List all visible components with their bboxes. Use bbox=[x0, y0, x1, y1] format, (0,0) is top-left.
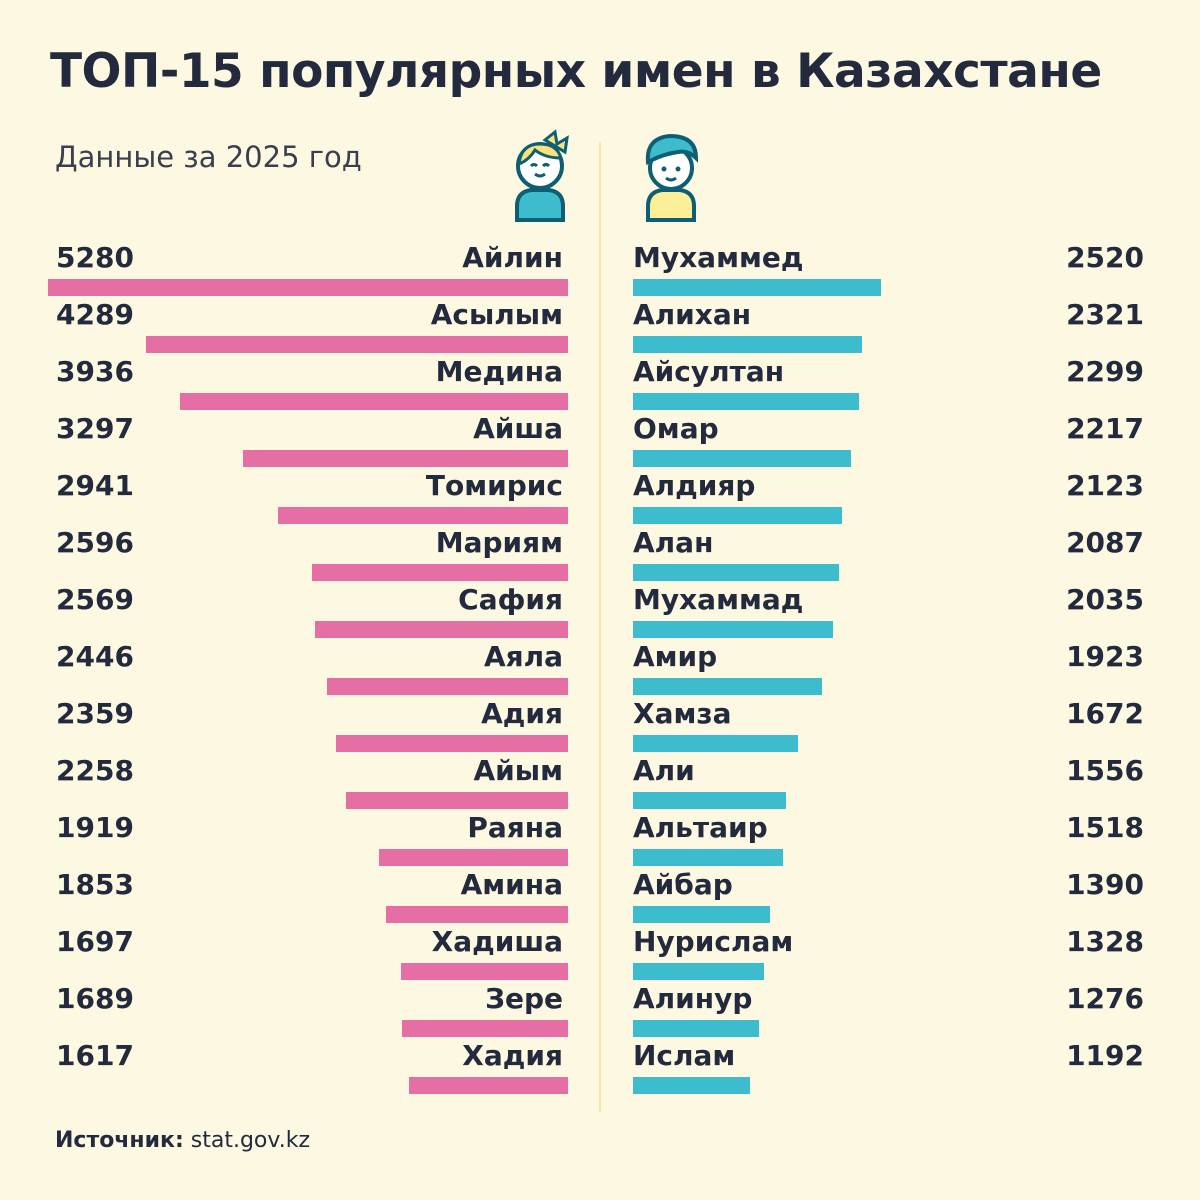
name-label: Ислам bbox=[633, 1039, 736, 1072]
name-label: Томирис bbox=[425, 469, 563, 502]
name-label: Айлин bbox=[462, 241, 563, 274]
boys-bar bbox=[633, 1020, 759, 1037]
girls-bar bbox=[345, 792, 568, 809]
boys-bar bbox=[633, 393, 860, 410]
value-label: 2569 bbox=[56, 583, 134, 616]
value-label: 1192 bbox=[1066, 1039, 1144, 1072]
girls-bar bbox=[145, 336, 568, 353]
value-label: 1617 bbox=[56, 1039, 134, 1072]
value-label: 2258 bbox=[56, 754, 134, 787]
name-label: Алдияр bbox=[633, 469, 756, 502]
value-label: 2321 bbox=[1066, 298, 1144, 331]
name-label: Адия bbox=[481, 697, 563, 730]
name-label: Хадия bbox=[462, 1039, 563, 1072]
value-label: 1923 bbox=[1066, 640, 1144, 673]
value-label: 2035 bbox=[1066, 583, 1144, 616]
source-note: Источник: stat.gov.kz bbox=[55, 1128, 310, 1153]
name-label: Айсултан bbox=[633, 355, 785, 388]
value-label: 1919 bbox=[56, 811, 134, 844]
name-label: Амир bbox=[633, 640, 718, 673]
name-label: Али bbox=[633, 754, 695, 787]
value-label: 1518 bbox=[1066, 811, 1144, 844]
value-label: 2299 bbox=[1066, 355, 1144, 388]
name-label: Айша bbox=[473, 412, 563, 445]
boys-bar bbox=[633, 507, 843, 524]
value-label: 2941 bbox=[56, 469, 134, 502]
boys-bar bbox=[633, 1077, 751, 1094]
name-label: Аяла bbox=[483, 640, 563, 673]
boys-bar bbox=[633, 735, 798, 752]
girls-bar bbox=[48, 279, 568, 296]
girls-bar bbox=[385, 906, 568, 923]
girls-bar bbox=[243, 450, 568, 467]
value-label: 2123 bbox=[1066, 469, 1144, 502]
girls-bar bbox=[278, 507, 568, 524]
girl-icon bbox=[515, 129, 569, 222]
value-label: 1390 bbox=[1066, 868, 1144, 901]
name-label: Айбар bbox=[633, 868, 733, 901]
value-label: 2217 bbox=[1066, 412, 1144, 445]
name-label: Асылым bbox=[430, 298, 563, 331]
source-label: Источник: bbox=[55, 1128, 184, 1153]
value-label: 1697 bbox=[56, 925, 134, 958]
chart-title: ТОП-15 популярных имен в Казахстане bbox=[50, 44, 1102, 99]
chart-subtitle: Данные за 2025 год bbox=[55, 140, 362, 174]
value-label: 4289 bbox=[56, 298, 134, 331]
name-label: Нурислам bbox=[633, 925, 794, 958]
center-divider bbox=[599, 142, 601, 1112]
girls-bar bbox=[180, 393, 568, 410]
value-label: 2359 bbox=[56, 697, 134, 730]
boys-bar bbox=[633, 792, 787, 809]
name-label: Алинур bbox=[633, 982, 753, 1015]
girls-bar bbox=[314, 621, 568, 638]
value-label: 2520 bbox=[1066, 241, 1144, 274]
value-label: 2596 bbox=[56, 526, 134, 559]
name-label: Айым bbox=[473, 754, 564, 787]
girls-bar bbox=[312, 564, 568, 581]
name-label: Сафия bbox=[458, 583, 563, 616]
value-label: 1853 bbox=[56, 868, 134, 901]
boy-icon bbox=[645, 133, 699, 222]
name-label: Зере bbox=[485, 982, 563, 1015]
source-value: stat.gov.kz bbox=[190, 1128, 310, 1153]
value-label: 5280 bbox=[56, 241, 134, 274]
value-label: 3297 bbox=[56, 412, 134, 445]
boys-bar bbox=[633, 906, 770, 923]
name-label: Омар bbox=[633, 412, 719, 445]
boys-bar bbox=[633, 849, 783, 866]
boys-bar bbox=[633, 564, 839, 581]
girls-bar bbox=[408, 1077, 568, 1094]
name-label: Амина bbox=[460, 868, 563, 901]
value-label: 3936 bbox=[56, 355, 134, 388]
boys-bar bbox=[633, 621, 834, 638]
value-label: 1276 bbox=[1066, 982, 1144, 1015]
name-label: Мухаммед bbox=[633, 241, 804, 274]
name-label: Алихан bbox=[633, 298, 752, 331]
girls-bar bbox=[379, 849, 568, 866]
girls-bar bbox=[335, 735, 568, 752]
name-label: Альтаир bbox=[633, 811, 768, 844]
name-label: Алан bbox=[633, 526, 714, 559]
name-label: Хадиша bbox=[431, 925, 563, 958]
boys-bar bbox=[633, 963, 764, 980]
value-label: 2446 bbox=[56, 640, 134, 673]
value-label: 1689 bbox=[56, 982, 134, 1015]
girls-bar bbox=[400, 963, 568, 980]
name-label: Хамза bbox=[633, 697, 732, 730]
boys-bar bbox=[633, 678, 823, 695]
boys-bar bbox=[633, 450, 852, 467]
girls-bar bbox=[327, 678, 568, 695]
value-label: 1328 bbox=[1066, 925, 1144, 958]
name-label: Мариям bbox=[435, 526, 563, 559]
boys-bar bbox=[633, 336, 862, 353]
girls-bar bbox=[401, 1020, 568, 1037]
value-label: 1672 bbox=[1066, 697, 1144, 730]
name-label: Медина bbox=[435, 355, 563, 388]
name-label: Раяна bbox=[467, 811, 563, 844]
boys-bar bbox=[633, 279, 882, 296]
value-label: 2087 bbox=[1066, 526, 1144, 559]
value-label: 1556 bbox=[1066, 754, 1144, 787]
name-label: Мухаммад bbox=[633, 583, 804, 616]
